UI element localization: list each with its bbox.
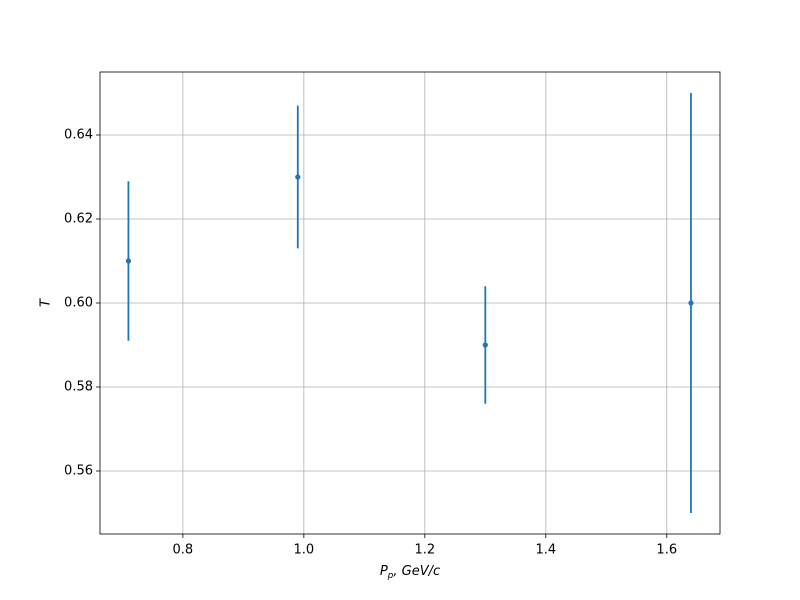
x-tick-label: 1.4 [535,543,556,558]
data-point [125,258,132,264]
x-tick-label: 0.8 [173,543,194,558]
x-tick-label: 1.2 [414,543,435,558]
x-label-rest: , GeV/c [393,564,440,579]
y-tick-label: 0.60 [64,296,93,311]
y-tick-label: 0.62 [64,212,93,227]
x-label-sub: p [387,571,394,581]
x-axis-label: Pp, GeV/c [380,564,440,581]
x-tick-label: 1.0 [294,543,315,558]
x-tick-label: 1.6 [656,543,677,558]
x-label-main: P [380,564,388,579]
plot-frame [99,71,721,535]
y-axis-label: T [39,298,54,307]
y-tick-label: 0.58 [64,380,93,395]
y-tick-label: 0.64 [64,128,93,143]
y-tick-label: 0.56 [64,464,93,479]
data-point [688,300,694,306]
data-point [482,342,488,348]
data-point [295,174,301,180]
